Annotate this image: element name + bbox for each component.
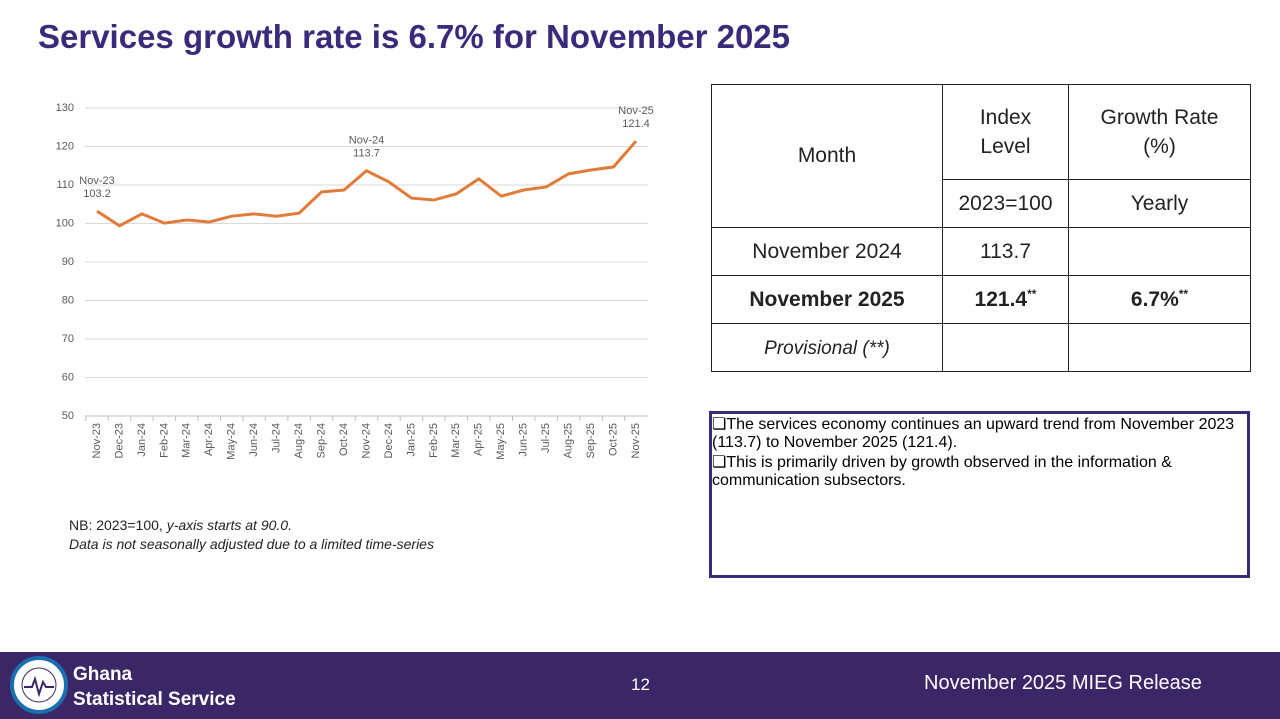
x-tick-label: Sep-24	[315, 423, 327, 458]
table-cell: 121.4**	[942, 275, 1069, 324]
y-tick-label: 110	[56, 179, 74, 191]
x-tick-label: May-25	[495, 423, 507, 460]
x-tick-label: Feb-24	[158, 423, 170, 458]
header-text: Index Level	[979, 106, 1032, 158]
bullet-marker: ❏	[712, 416, 727, 433]
note: NB: 2023=100, y-axis starts at 90.0. Data…	[69, 516, 434, 554]
subheader-cell: 2023=100	[942, 179, 1069, 228]
header-cell: Index Level	[942, 84, 1069, 180]
cell-sup: **	[1178, 287, 1189, 301]
text-box: ❏The services economy continues an upwar…	[709, 411, 1250, 578]
org-name: Ghana	[73, 664, 133, 685]
note-text: Data is not seasonally adjusted due to a…	[69, 536, 434, 552]
x-tick-label: Jul-25	[540, 423, 552, 453]
note-text: y-axis starts at 90.0.	[166, 517, 292, 533]
table-cell	[1068, 227, 1251, 276]
subheader-text: 2023=100	[958, 191, 1053, 215]
cell-text: 6.7%	[1130, 288, 1179, 311]
table-cell	[1068, 323, 1251, 372]
x-tick-label: Jan-25	[405, 423, 417, 457]
point-label: Nov-23	[79, 175, 114, 187]
y-tick-label: 90	[62, 256, 74, 268]
x-tick-label: Aug-25	[563, 423, 575, 458]
x-tick-label: Jun-24	[248, 423, 260, 457]
bullet-marker: ❏	[712, 454, 727, 471]
y-tick-label: 50	[62, 410, 74, 422]
point-label: Nov-25	[618, 105, 653, 117]
x-tick-label: Jun-25	[518, 423, 530, 457]
cell-text: November 2025	[749, 287, 905, 311]
header-cell: Month	[711, 84, 943, 228]
logo	[10, 656, 68, 714]
y-tick-label: 80	[62, 294, 74, 306]
data-label: 103.2	[83, 188, 111, 200]
cell-text: November 2024	[752, 239, 902, 263]
x-tick-label: Apr-25	[473, 423, 485, 456]
x-tick-label: Nov-23	[91, 423, 103, 458]
table-row: Provisional (**)	[711, 323, 1251, 372]
slide-title: Services growth rate is 6.7% for Novembe…	[38, 18, 791, 55]
x-tick-label: Apr-24	[203, 423, 215, 456]
table-cell	[942, 323, 1069, 372]
org-name: Statistical Service	[73, 689, 236, 710]
page-number: 12	[631, 675, 650, 694]
header-cell: Growth Rate (%)	[1068, 84, 1251, 180]
header-text: Growth Rate (%)	[1100, 106, 1219, 158]
y-tick-label: 60	[62, 371, 74, 383]
data-line	[96, 140, 638, 228]
chart: 50 60 70 80 90 100 110 120 130 Nov-23 Dec-23 Jan-24…	[56, 102, 654, 460]
data-label: 113.7	[353, 148, 380, 160]
bullet: ❏This is primarily driven by growth obse…	[712, 452, 1247, 490]
subheader-cell: Yearly	[1068, 179, 1251, 228]
table-cell: 113.7	[942, 227, 1069, 276]
table-row: November 2024 113.7	[711, 227, 1251, 276]
subheader-text: Yearly	[1130, 191, 1189, 215]
point-label: Nov-24	[349, 135, 384, 147]
cell-text: 113.7	[980, 239, 1031, 263]
data-table: Month Index Level Growth Rate (%) 2023=1…	[711, 84, 1251, 372]
x-tick-label: Oct-25	[607, 423, 619, 456]
x-tick-label: May-24	[226, 423, 238, 460]
x-tick-label: Jan-24	[136, 423, 148, 457]
x-tick-label: Oct-24	[338, 423, 350, 456]
x-tick-label: Aug-24	[293, 423, 305, 458]
x-tick-label: Jul-24	[271, 423, 283, 453]
table-cell: Provisional (**)	[711, 323, 943, 372]
x-tick-label: Dec-24	[383, 423, 395, 458]
cell-text: Provisional (**)	[764, 337, 890, 359]
x-tick-label: Mar-24	[181, 423, 193, 458]
table-cell: November 2025	[711, 275, 943, 324]
bullet-text: This is primarily driven by growth obser…	[712, 454, 1172, 489]
cell-sup: **	[1027, 287, 1037, 301]
bullet: ❏The services economy continues an upwar…	[712, 414, 1247, 452]
y-tick-label: 130	[56, 102, 74, 114]
table-cell: 6.7%**	[1068, 275, 1251, 324]
x-tick-label: Sep-25	[585, 423, 597, 458]
x-tick-label: Mar-25	[450, 423, 462, 458]
y-tick-label: 120	[56, 140, 74, 152]
x-tick-label: Nov-24	[360, 423, 372, 458]
y-tick-label: 100	[56, 217, 74, 229]
x-tick-label: Dec-23	[113, 423, 125, 458]
release-name: November 2025 MIEG Release	[924, 672, 1202, 694]
data-label: 121.4	[622, 118, 650, 130]
bullet-text: The services economy continues an upward…	[712, 416, 1235, 451]
note-text: NB: 2023=100,	[69, 517, 163, 533]
x-tick-label: Nov-25	[630, 423, 642, 458]
footer: Ghana Statistical Service 12 November 20…	[0, 652, 1280, 719]
y-tick-label: 70	[62, 333, 74, 345]
header-text: Month	[797, 144, 857, 167]
x-tick-label: Feb-25	[428, 423, 440, 458]
table-cell: November 2024	[711, 227, 943, 276]
cell-text: 121.4	[974, 288, 1028, 311]
table-row: November 2025 121.4** 6.7%**	[711, 275, 1251, 324]
